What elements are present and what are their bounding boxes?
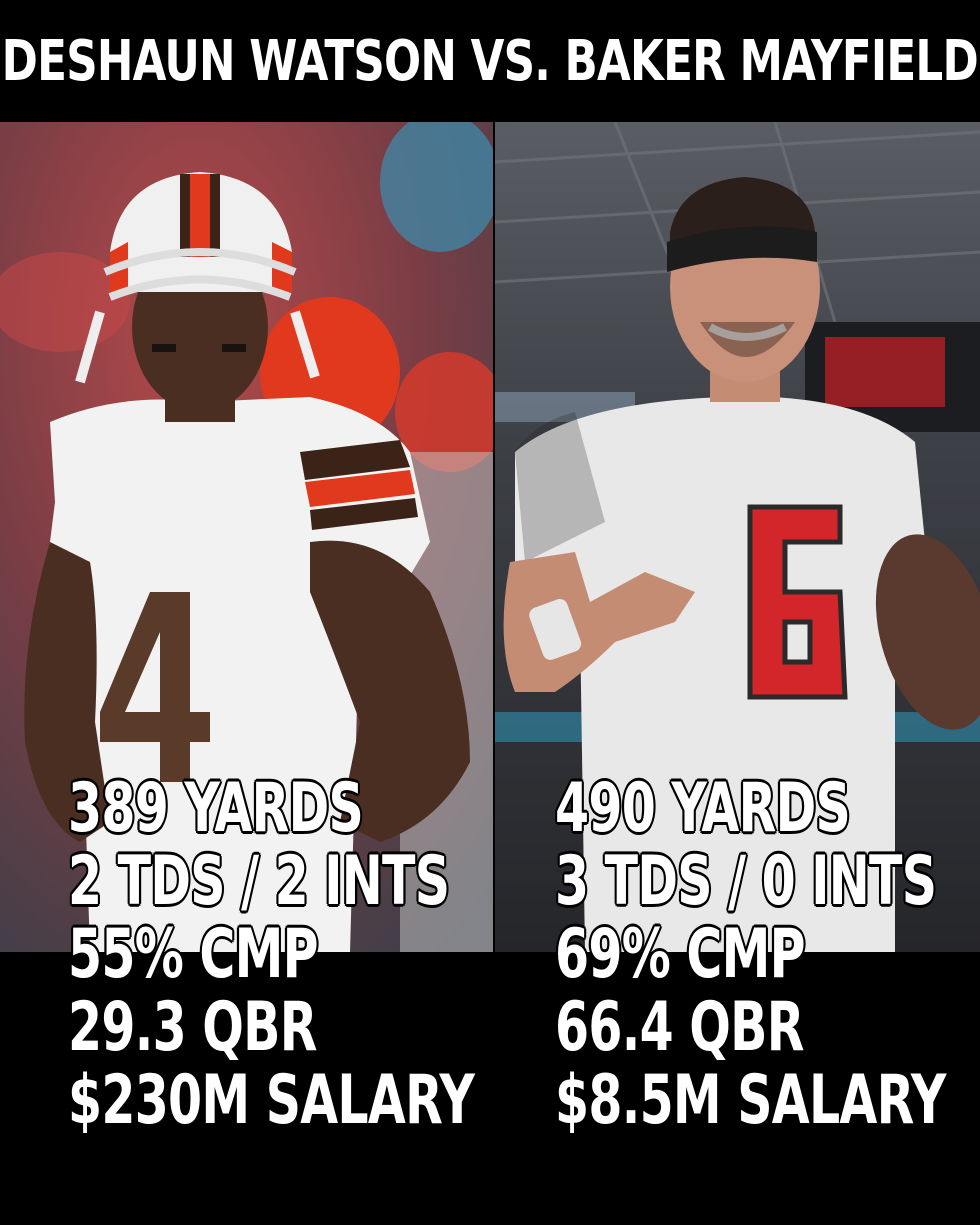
watson-qbr: 29.3 QBR — [68, 988, 317, 1067]
watson-tds-ints: 2 TDS / 2 INTS — [68, 842, 450, 921]
page-title: DESHAUN WATSON VS. BAKER MAYFIELD — [1, 28, 979, 94]
mayfield-completion: 69% CMP — [555, 915, 805, 994]
title-bar: DESHAUN WATSON VS. BAKER MAYFIELD — [0, 0, 980, 122]
mayfield-stats: 490 YARDS 3 TDS / 0 INTS 69% CMP 66.4 QB… — [555, 772, 980, 1137]
watson-yards: 389 YARDS — [68, 769, 364, 848]
mayfield-salary: $8.5M SALARY — [555, 1061, 946, 1140]
watson-completion: 55% CMP — [68, 915, 318, 994]
watson-salary: $230M SALARY — [68, 1061, 475, 1140]
watson-photo — [0, 122, 493, 952]
mayfield-photo — [495, 122, 980, 952]
mayfield-yards: 490 YARDS — [555, 769, 851, 848]
mayfield-tds-ints: 3 TDS / 0 INTS — [555, 842, 937, 921]
mayfield-qbr: 66.4 QBR — [555, 988, 804, 1067]
watson-stats: 389 YARDS 2 TDS / 2 INTS 55% CMP 29.3 QB… — [68, 772, 632, 1137]
